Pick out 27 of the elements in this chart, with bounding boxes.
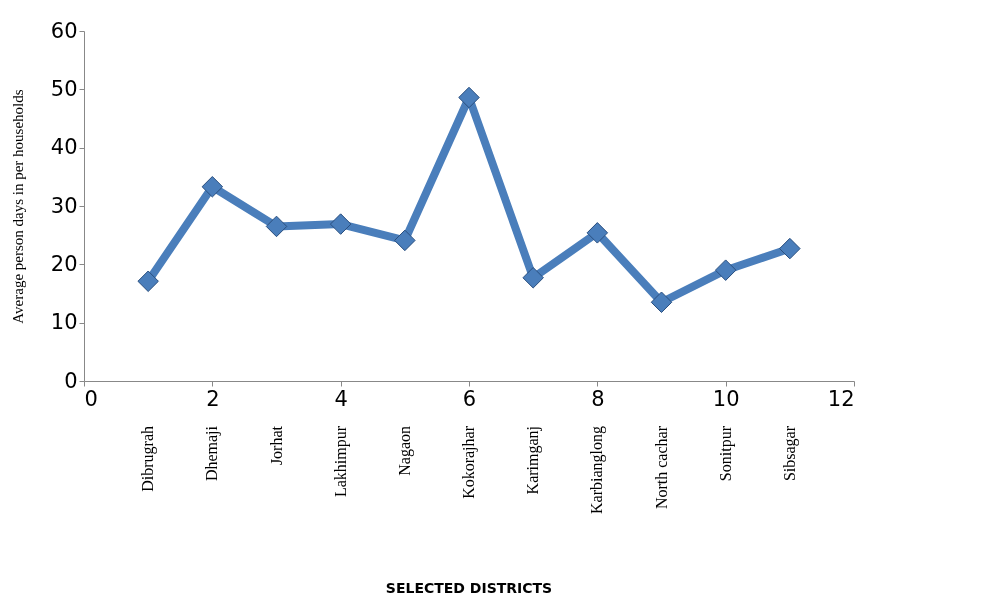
y-tick-label: 20 (50, 251, 78, 276)
text: Lakhimpur (331, 425, 350, 498)
y-tick-label: 10 (50, 310, 78, 335)
x-tick-label: 4 (334, 386, 348, 411)
x-tick-label: 8 (591, 386, 605, 411)
x-tick-label: 10 (712, 386, 740, 411)
y-axis-title: Average person days in per households (9, 89, 26, 324)
y-tick-label: 60 (50, 18, 78, 43)
y-tick-label: 30 (50, 193, 78, 218)
text: Karimganj (524, 426, 543, 495)
text: Karbianglong (588, 426, 607, 514)
text: Kokorajhar (460, 425, 478, 499)
y-tick-label: 40 (50, 135, 78, 160)
x-tick-label: 2 (206, 386, 220, 411)
y-tick-label: 50 (50, 76, 78, 101)
text: North cachar (652, 425, 670, 510)
x-tick-label: 0 (84, 386, 98, 411)
text: SELECTED DISTRICTS (385, 580, 553, 596)
text: Nagaon (395, 426, 414, 476)
text: Sibsagar (780, 425, 799, 482)
text: Dhemaji (203, 425, 222, 482)
text: Dibrugrah (139, 426, 158, 492)
x-tick-label: 12 (827, 386, 855, 411)
text: Jorhat (267, 425, 285, 466)
x-tick-label: 6 (462, 386, 477, 411)
y-tick-label: 0 (64, 368, 78, 393)
text: Sonitpur (716, 425, 735, 482)
